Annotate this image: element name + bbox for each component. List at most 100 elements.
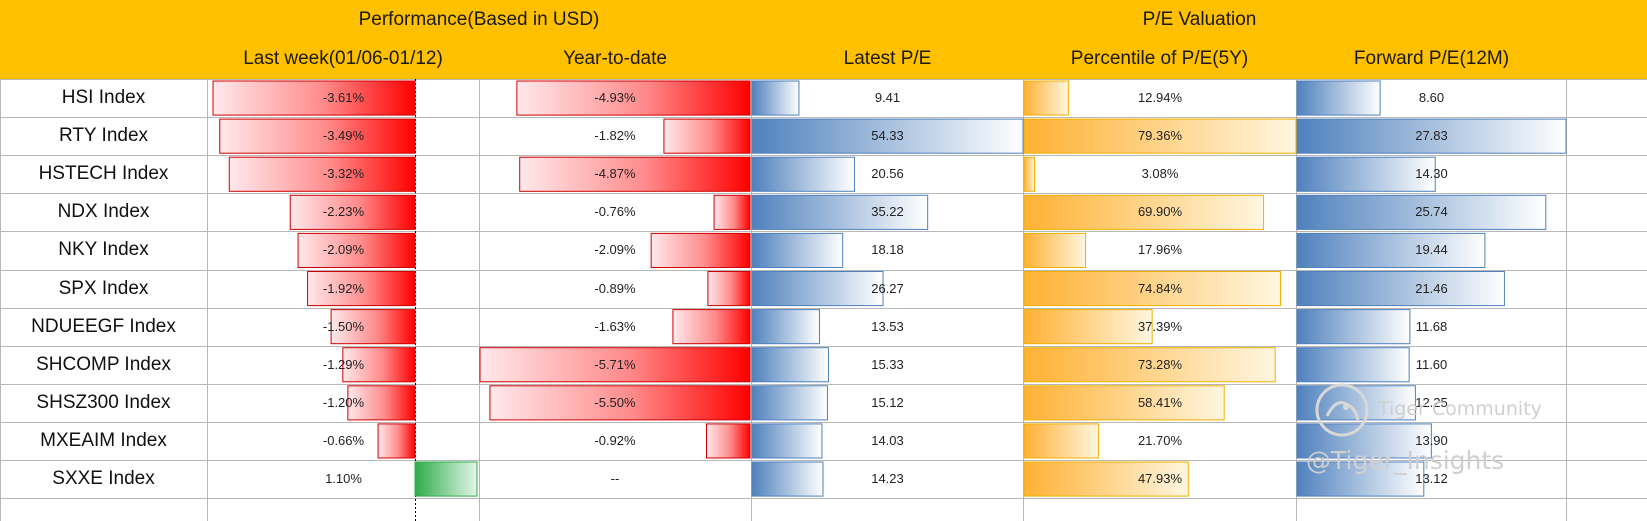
forward-pe-bar (1296, 232, 1486, 268)
latest-pe-value: 20.56 (871, 166, 904, 182)
last-week-bar (297, 232, 416, 268)
latest-pe-bar (751, 118, 1024, 154)
pe-percentile-value: 21.70% (1137, 432, 1183, 448)
pe-percentile-bar (1023, 80, 1069, 116)
pe-percentile-value: 17.96% (1137, 242, 1183, 258)
latest-pe-value: 15.12 (871, 394, 904, 410)
latest-pe-bar (751, 309, 820, 345)
header-band (0, 0, 1647, 79)
forward-pe-value: 12.25 (1415, 394, 1448, 410)
index-name: RTY Index (58, 125, 149, 147)
latest-pe-bar (751, 232, 844, 268)
ytd-value: -4.93% (594, 90, 636, 105)
index-name: NDUEEGF Index (31, 315, 176, 337)
ytd-bar (489, 385, 751, 421)
last-week-value: -2.23% (322, 204, 365, 220)
ytd-value: -0.92% (594, 432, 636, 448)
forward-pe-bar (1296, 309, 1411, 345)
watermark-handle: @Tiger_Insights (1306, 446, 1505, 475)
tiger-logo-icon (1312, 380, 1372, 440)
pe-percentile-bar (1023, 118, 1297, 154)
pe-percentile-bar (1023, 347, 1276, 383)
pe-percentile-bar (1023, 423, 1099, 459)
last-week-value: -1.20% (322, 394, 365, 410)
latest-pe-value: 13.53 (871, 318, 904, 334)
forward-pe-bar (1296, 423, 1432, 459)
latest-pe-bar (751, 385, 828, 421)
last-week-value: -1.92% (322, 280, 365, 296)
last-week-value: 1.10% (325, 471, 362, 486)
latest-pe-value: 9.41 (874, 90, 901, 105)
last-week-bar (330, 309, 416, 345)
latest-pe-value: 18.18 (871, 242, 904, 258)
pe-percentile-value: 69.90% (1137, 204, 1183, 220)
last-week-value: -0.66% (322, 432, 365, 448)
last-week-value: -3.61% (322, 90, 365, 105)
last-week-bar (219, 118, 416, 154)
col-header-forward-pe: Forward P/E(12M) (1353, 48, 1510, 69)
forward-pe-bar (1296, 80, 1381, 116)
ytd-bar (707, 271, 751, 307)
index-name: HSTECH Index (38, 163, 169, 185)
ytd-value: -0.89% (594, 280, 636, 296)
forward-pe-value: 25.74 (1415, 204, 1448, 220)
forward-pe-value: 11.60 (1415, 356, 1448, 372)
pe-percentile-value: 79.36% (1137, 128, 1183, 144)
forward-pe-bar (1296, 461, 1425, 497)
last-week-bar (289, 194, 416, 230)
ytd-bar (663, 118, 751, 154)
ytd-bar (672, 309, 751, 345)
latest-pe-value: 14.23 (871, 471, 904, 486)
latest-pe-value: 35.22 (871, 204, 904, 220)
forward-pe-bar (1296, 156, 1436, 192)
last-week-bar (414, 461, 478, 497)
pe-percentile-bar (1023, 232, 1087, 268)
ytd-bar (650, 232, 751, 268)
pe-percentile-value: 12.94% (1137, 90, 1183, 105)
forward-pe-bar (1296, 271, 1505, 307)
index-name: SHCOMP Index (36, 353, 171, 375)
ytd-bar (705, 423, 751, 459)
index-name: SXXE Index (52, 468, 155, 489)
col-header-last-week: Last week(01/06-01/12) (243, 48, 443, 69)
forward-pe-value: 14.30 (1415, 166, 1448, 182)
index-name: MXEAIM Index (40, 429, 167, 451)
last-week-bar (228, 156, 416, 192)
ytd-bar (519, 156, 751, 192)
last-week-bar (212, 80, 416, 116)
ytd-bar (713, 194, 751, 230)
latest-pe-bar (751, 80, 800, 116)
pe-percentile-bar (1023, 156, 1036, 192)
pe-percentile-bar (1023, 309, 1153, 345)
ytd-value: -- (610, 471, 620, 486)
index-name: NDX Index (57, 201, 150, 223)
pe-percentile-value: 47.93% (1137, 471, 1183, 486)
forward-pe-bar (1296, 194, 1547, 230)
forward-pe-value: 11.68 (1415, 318, 1448, 334)
pe-percentile-bar (1023, 385, 1225, 421)
index-name: NKY Index (58, 239, 149, 261)
last-week-value: -3.49% (322, 128, 365, 144)
ytd-value: -0.76% (594, 204, 636, 220)
forward-pe-value: 13.90 (1415, 432, 1448, 448)
ytd-value: -2.09% (594, 242, 636, 258)
ytd-value: -4.87% (594, 166, 636, 182)
pe-percentile-value: 3.08% (1141, 166, 1179, 182)
last-week-bar (342, 347, 416, 383)
group-header-valuation: P/E Valuation (1142, 9, 1257, 30)
ytd-value: -1.82% (594, 128, 636, 144)
last-week-value: -1.29% (322, 356, 365, 372)
forward-pe-bar (1296, 118, 1567, 154)
forward-pe-value: 13.12 (1415, 471, 1448, 486)
pe-percentile-value: 37.39% (1137, 318, 1183, 334)
index-name: SHSZ300 Index (36, 391, 171, 413)
latest-pe-value: 15.33 (871, 356, 904, 372)
col-header-ytd: Year-to-date (563, 48, 667, 69)
group-header-performance: Performance(Based in USD) (358, 9, 600, 30)
last-week-bar (377, 423, 416, 459)
latest-pe-value: 54.33 (871, 128, 904, 144)
pe-percentile-value: 73.28% (1137, 356, 1183, 372)
pe-percentile-bar (1023, 461, 1189, 497)
last-week-value: -3.32% (322, 166, 365, 182)
